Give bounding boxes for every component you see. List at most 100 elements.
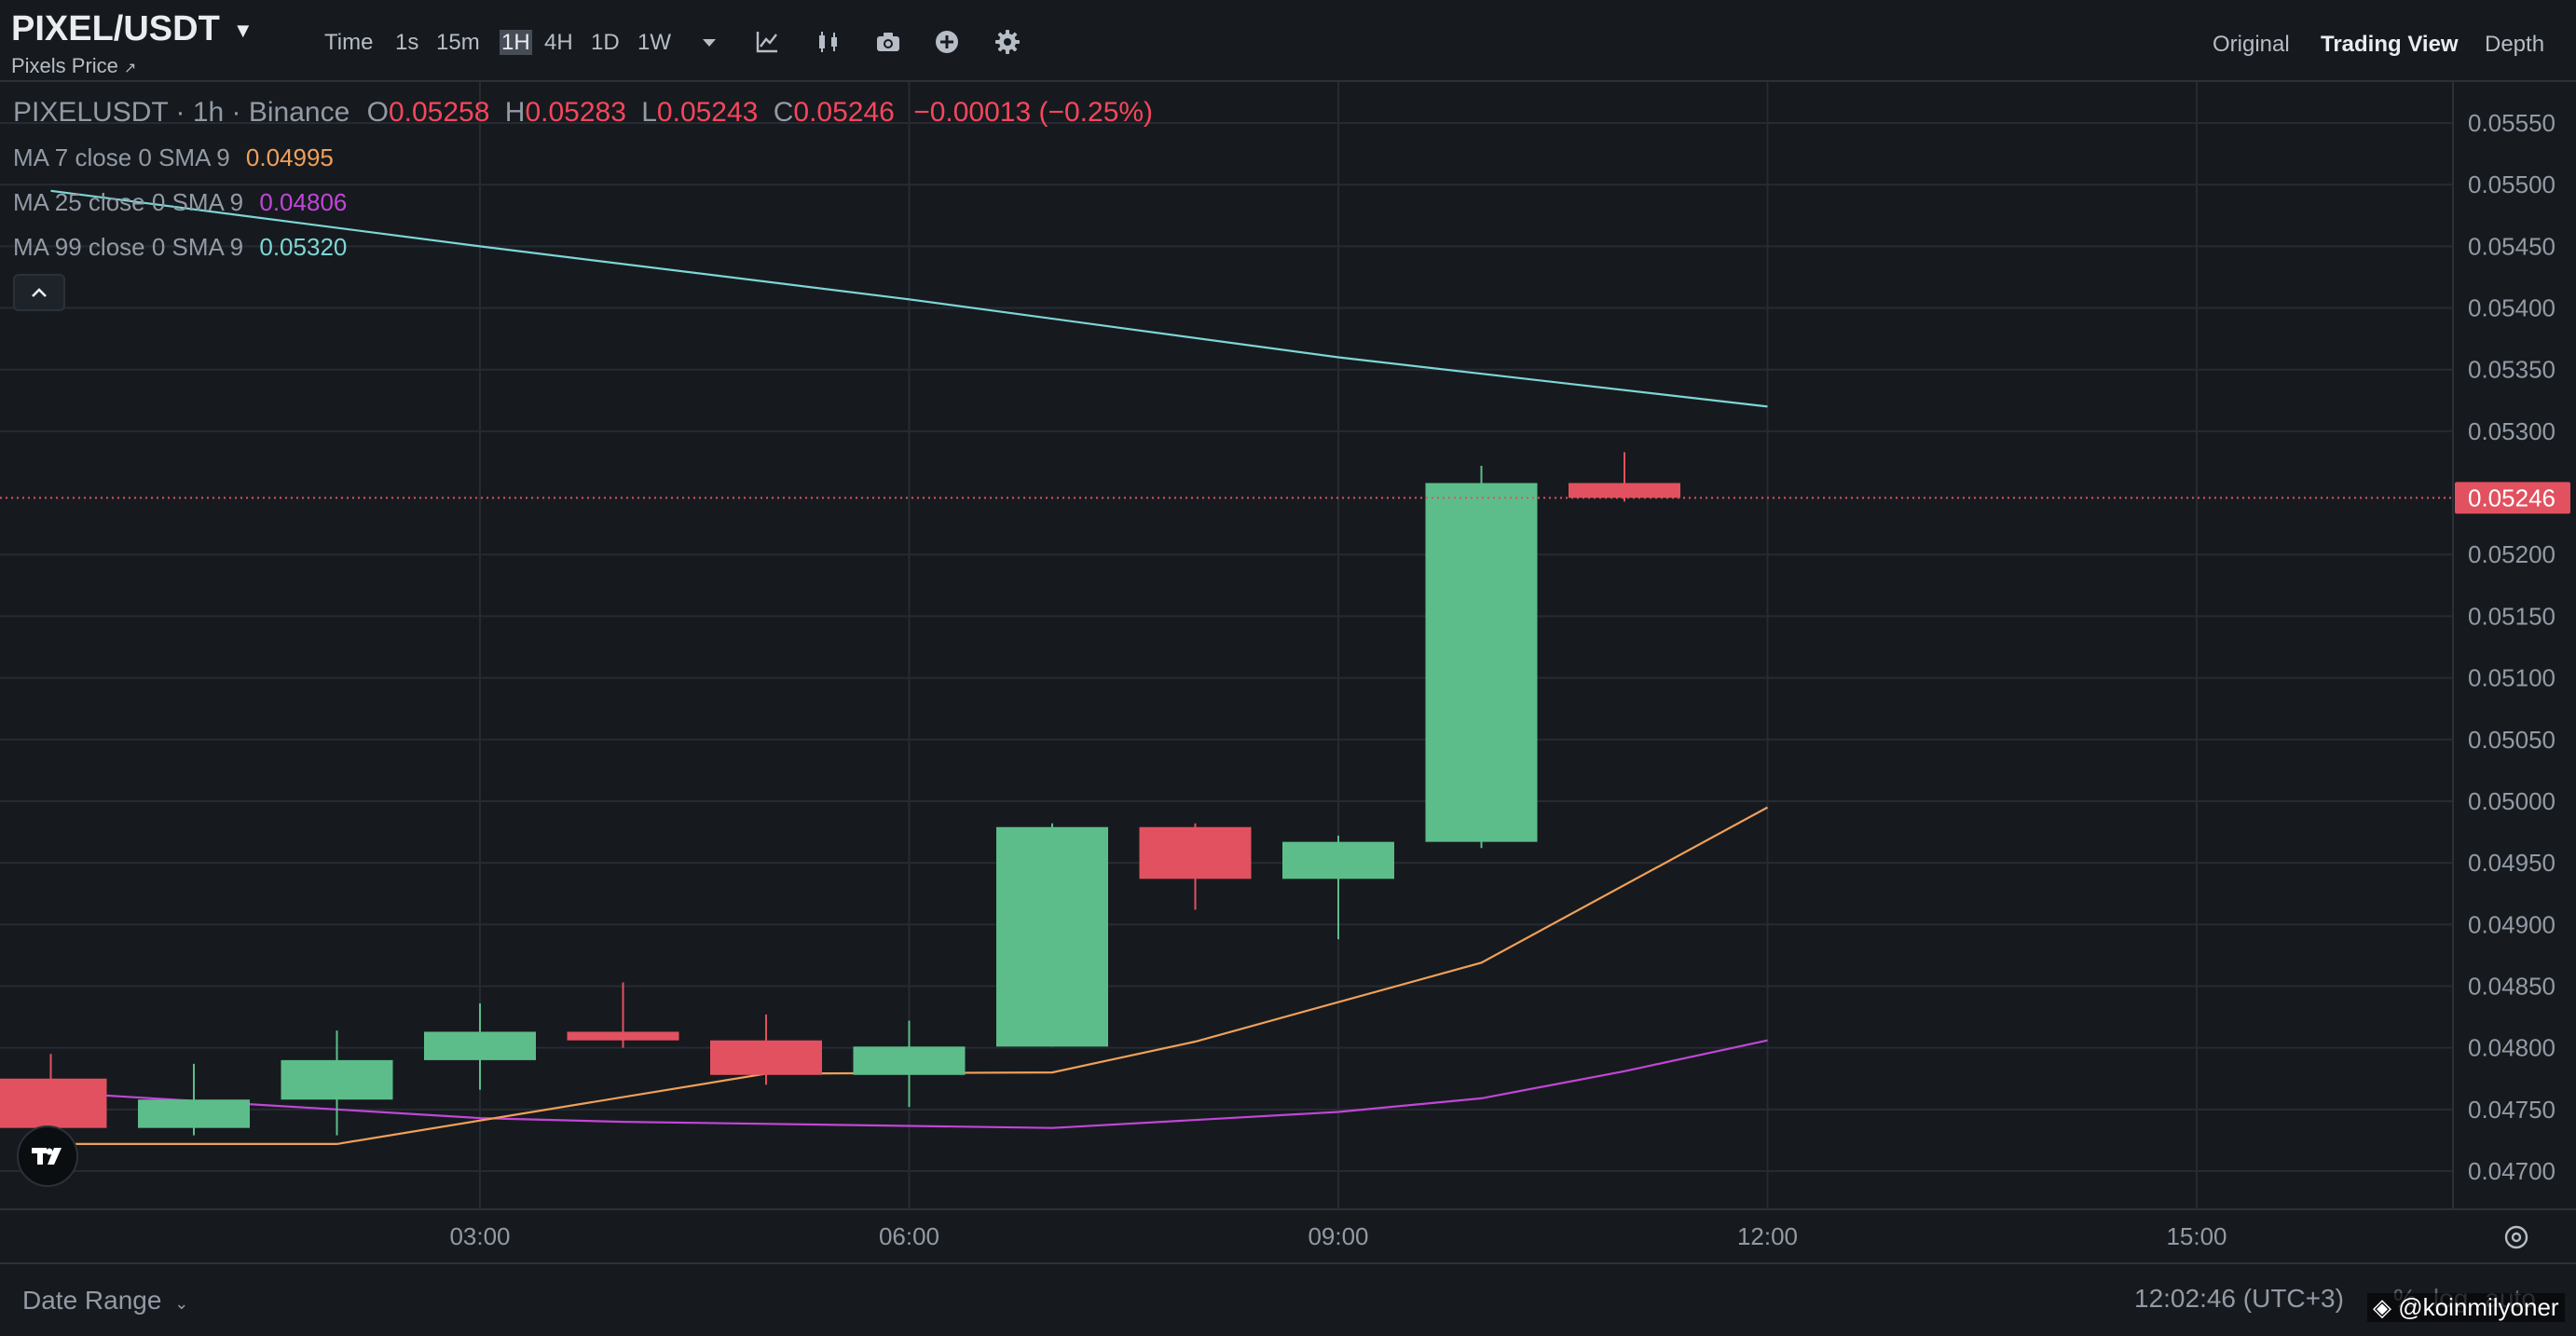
close-label: C	[773, 97, 794, 128]
price-tick-label: 0.05450	[2468, 232, 2555, 260]
last-price-label: 0.05246	[2468, 484, 2555, 511]
candle	[853, 1020, 966, 1108]
ma25-label: MA 25 close 0 SMA 9	[13, 188, 244, 216]
price-tick-label: 0.04950	[2468, 849, 2555, 877]
ma7-label: MA 7 close 0 SMA 9	[13, 143, 230, 171]
low-value: 0.05243	[656, 97, 759, 128]
external-link-icon: ↗	[123, 61, 137, 76]
interval-15m[interactable]: 15m	[436, 30, 480, 55]
ma25-legend[interactable]: MA 25 close 0 SMA 9 0.04806	[13, 188, 347, 217]
collapse-legend-button[interactable]	[13, 274, 65, 311]
price-tick-label: 0.05150	[2468, 602, 2555, 630]
ma7-legend[interactable]: MA 7 close 0 SMA 9 0.04995	[13, 143, 334, 172]
symbol-name: PIXEL/USDT	[11, 9, 220, 48]
candle-body	[710, 1040, 822, 1075]
low-label: L	[641, 97, 657, 128]
caret-down-icon: ▼	[232, 18, 253, 42]
ma7-line	[50, 806, 1769, 1146]
candle	[567, 982, 679, 1048]
price-tick-label: 0.05050	[2468, 726, 2555, 754]
symbol-selector[interactable]: PIXEL/USDT ▼	[11, 9, 253, 49]
subtitle-text: Pixels Price	[11, 54, 118, 77]
time-tick-label: 06:00	[879, 1222, 939, 1250]
interval-1w[interactable]: 1W	[637, 30, 671, 55]
watermark: ◈ @koinmilyoner	[2367, 1293, 2565, 1322]
candlestick-series	[0, 452, 1680, 1136]
candle-body	[138, 1099, 250, 1128]
price-tick-label: 0.04900	[2468, 910, 2555, 938]
ma99-legend[interactable]: MA 99 close 0 SMA 9 0.05320	[13, 233, 347, 262]
price-tick-label: 0.04750	[2468, 1096, 2555, 1124]
price-tick-label: 0.05550	[2468, 109, 2555, 137]
chart-settings-icon[interactable]	[2500, 1220, 2533, 1254]
watermark-text: @koinmilyoner	[2398, 1293, 2559, 1321]
clock-display: 12:02:46 (UTC+3)	[2134, 1284, 2344, 1313]
open-value: 0.05258	[388, 97, 490, 128]
price-tick-label: 0.04700	[2468, 1157, 2555, 1185]
interval-1d[interactable]: 1D	[591, 30, 620, 55]
last-price-tag	[2455, 482, 2570, 514]
interval-1h[interactable]: 1H	[500, 30, 532, 56]
high-label: H	[504, 97, 526, 128]
date-range-button[interactable]: Date Range ⌄	[22, 1286, 188, 1316]
candle	[281, 1030, 393, 1136]
candle	[1139, 823, 1252, 910]
candle-body	[1282, 841, 1394, 879]
candle	[424, 1003, 536, 1090]
ma99-label: MA 99 close 0 SMA 9	[13, 233, 244, 261]
interval-4h[interactable]: 4H	[544, 30, 573, 55]
price-tick-label: 0.04850	[2468, 972, 2555, 1000]
ma99-line	[50, 189, 1768, 408]
view-depth[interactable]: Depth	[2485, 32, 2545, 57]
price-tick-label: 0.05500	[2468, 170, 2555, 198]
price-chart[interactable]: 0.05246 0.05550 0.05500 0.05450 0.05400 0.05…	[0, 82, 2576, 1336]
chevron-up-icon	[32, 288, 47, 297]
ma25-line	[50, 1039, 1768, 1129]
change-value: −0.00013 (−0.25%)	[913, 97, 1154, 128]
candle-body	[424, 1031, 536, 1060]
interval-time[interactable]: Time	[324, 30, 374, 55]
candle-body	[853, 1046, 966, 1075]
subtitle-link[interactable]: Pixels Price ↗	[11, 54, 136, 78]
settings-icon[interactable]	[993, 28, 1021, 56]
tradingview-logo-icon	[32, 1148, 62, 1165]
time-tick-label: 09:00	[1308, 1222, 1368, 1250]
price-tick-label: 0.04800	[2468, 1034, 2555, 1062]
close-value: 0.05246	[793, 97, 895, 128]
chart-area[interactable]: 0.05246 0.05550 0.05500 0.05450 0.05400 0.05…	[0, 82, 2576, 1336]
interval-1s[interactable]: 1s	[395, 30, 419, 55]
ma7-value: 0.04995	[245, 143, 334, 171]
candle	[1282, 836, 1394, 940]
add-icon[interactable]	[933, 28, 961, 56]
price-tick-label: 0.05000	[2468, 787, 2555, 815]
time-tick-label: 15:00	[2166, 1222, 2227, 1250]
tradingview-logo[interactable]	[17, 1125, 78, 1187]
candle	[710, 1014, 822, 1085]
camera-icon[interactable]	[874, 28, 902, 56]
candle-body	[996, 826, 1108, 1047]
price-tick-label: 0.05350	[2468, 356, 2555, 384]
ma99-value: 0.05320	[259, 233, 348, 261]
candle-body	[0, 1078, 107, 1128]
candle-body	[1569, 483, 1680, 498]
view-trading-view[interactable]: Trading View	[2321, 32, 2459, 57]
indicators-icon[interactable]	[753, 28, 781, 56]
grid-lines	[0, 82, 2453, 1209]
moving-average-lines	[50, 189, 1769, 1146]
price-tick-label: 0.05400	[2468, 294, 2555, 322]
binance-icon: ◈	[2373, 1293, 2391, 1321]
price-tick-label: 0.05100	[2468, 664, 2555, 692]
candle-body	[567, 1031, 679, 1041]
chart-header: PIXEL/USDT ▼ Pixels Price ↗ Time 1s 15m 1H…	[0, 0, 2576, 82]
candle	[1569, 452, 1680, 502]
open-label: O	[366, 97, 389, 128]
interval-dropdown-icon[interactable]	[695, 28, 723, 56]
interval-1h-label: 1H	[500, 30, 532, 55]
time-tick-label: 03:00	[449, 1222, 510, 1250]
price-tick-label: 0.05300	[2468, 417, 2555, 445]
ma25-value: 0.04806	[259, 188, 348, 216]
chart-type-icon[interactable]	[815, 28, 843, 56]
ohlc-legend: PIXELUSDT · 1h · Binance O0.05258 H0.052…	[13, 97, 1153, 129]
price-tick-label: 0.05200	[2468, 540, 2555, 568]
view-original[interactable]: Original	[2213, 32, 2290, 57]
